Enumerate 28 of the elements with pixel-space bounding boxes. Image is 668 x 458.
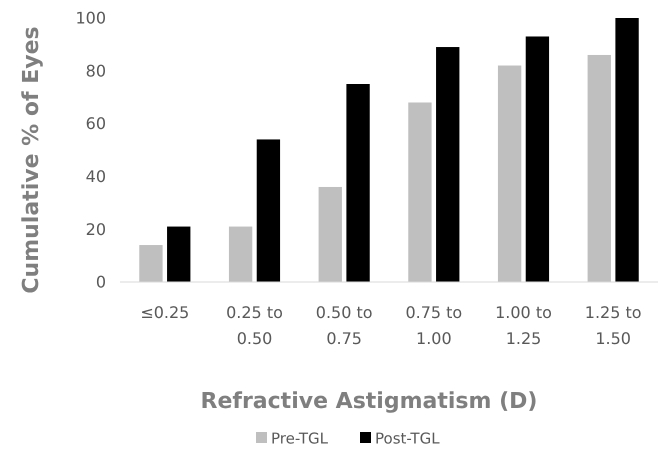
y-tick-label: 60 — [86, 114, 106, 134]
legend-label: Pre-TGL — [271, 429, 329, 448]
bar — [498, 66, 522, 282]
x-tick-label: 0.75 to 1.00 — [405, 303, 462, 348]
y-tick-label: 100 — [75, 8, 106, 28]
x-tick-label: ≤0.25 — [140, 303, 190, 322]
legend-label: Post-TGL — [375, 429, 440, 448]
x-axis-title: Refractive Astigmatism (D) — [200, 389, 538, 414]
x-tick-label: 0.25 to 0.50 — [226, 303, 283, 348]
bar — [167, 226, 190, 282]
x-tick-label: 1.25 to 1.50 — [584, 303, 642, 348]
bar — [256, 139, 280, 282]
bar — [436, 47, 460, 282]
y-tick-label: 80 — [86, 61, 106, 80]
x-tick-label: 1.00 to 1.25 — [495, 303, 552, 348]
bar — [346, 84, 370, 282]
x-tick-label: 0.50 to 0.75 — [316, 303, 373, 348]
bar — [228, 226, 252, 282]
bar — [408, 102, 432, 282]
bar — [318, 186, 342, 282]
bar — [588, 54, 611, 282]
y-tick-label: 20 — [86, 220, 106, 239]
bar — [139, 245, 163, 282]
y-axis-title: Cumulative % of Eyes — [19, 26, 44, 294]
y-tick-label: 0 — [96, 272, 106, 292]
bar — [526, 36, 550, 282]
y-tick-label: 40 — [86, 167, 106, 186]
bar — [615, 18, 639, 282]
